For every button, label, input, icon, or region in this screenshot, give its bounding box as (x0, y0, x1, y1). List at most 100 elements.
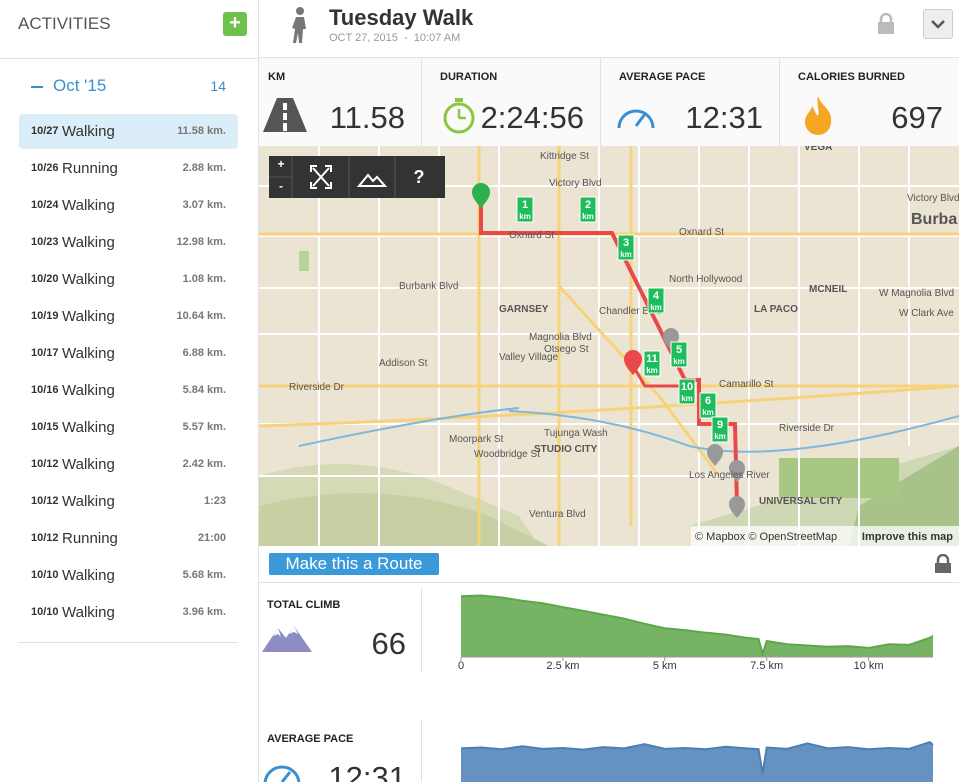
flame-icon (805, 96, 832, 135)
fullscreen-icon[interactable] (310, 165, 332, 189)
map-label: Woodbridge St (474, 449, 540, 460)
improve-map-link[interactable]: Improve this map (862, 531, 953, 543)
map-label: Moorpark St (449, 434, 504, 445)
map[interactable]: Kittridge St Victory Blvd Oxnard St Oxnard … (259, 146, 959, 546)
map-label: GARNSEY (499, 304, 549, 315)
activity-type: Running (62, 530, 118, 547)
km-marker (516, 196, 534, 223)
activity-date: 10/12 (31, 458, 59, 470)
map-control[interactable]: ? (414, 167, 425, 187)
stats-bar: KM 11.58 DURATION 2:24:56 AVERAGE PACE 12:31 C… (259, 58, 959, 146)
activity-type: Walking (62, 271, 115, 288)
pace-label: AVERAGE PACE (267, 733, 354, 745)
climb-value: 66 (371, 626, 406, 661)
map-label: Los Angeles River (689, 470, 770, 481)
map-label: Victory Blvd (549, 178, 602, 189)
stat-label: CALORIES BURNED (798, 71, 905, 83)
map-label: LA PACO (754, 304, 798, 315)
activity-value: 3.07 km. (182, 199, 226, 211)
divider (421, 588, 422, 672)
map-label: Kittridge St (540, 151, 589, 162)
terrain-icon[interactable] (356, 173, 388, 187)
km-marker (643, 350, 661, 377)
activity-type: Walking (62, 567, 115, 584)
km-marker (699, 392, 717, 419)
map-label: W Clark Ave (899, 308, 954, 319)
map-control[interactable]: + (277, 157, 284, 171)
activity-row[interactable]: 10/19 Walking 10.64 km. (19, 299, 238, 334)
activity-date: OCT 27, 2015 - 10:07 AM (329, 32, 461, 44)
activity-row[interactable]: 10/10 Walking 5.68 km. (19, 558, 238, 593)
map-controls (269, 156, 445, 198)
sidebar-title: ACTIVITIES (18, 14, 111, 33)
activity-value: 5.68 km. (182, 569, 226, 581)
activity-row[interactable]: 10/12 Walking 2.42 km. (19, 447, 238, 482)
km-marker (617, 234, 635, 261)
menu-button[interactable] (923, 9, 953, 39)
activity-row[interactable]: 10/12 Walking 1:23 (19, 484, 238, 519)
divider (421, 58, 422, 146)
activity-row[interactable]: 10/17 Walking 6.88 km. (19, 336, 238, 371)
activity-row[interactable]: 10/23 Walking 12.98 km. (19, 225, 238, 260)
activity-date: 10/16 (31, 384, 59, 396)
activity-date: 10/10 (31, 606, 59, 618)
map-label: STUDIO CITY (534, 444, 598, 455)
map-label: VEGA (804, 146, 832, 153)
activity-date: 10/19 (31, 310, 59, 322)
activity-value: 5.57 km. (182, 421, 226, 433)
add-button[interactable]: + (223, 12, 247, 36)
divider (259, 582, 959, 583)
map-label: Burbank Blvd (399, 281, 458, 292)
activity-row[interactable]: 10/12 Running 21:00 (19, 521, 238, 556)
map-label: Riverside Dr (779, 423, 835, 434)
collapse-icon[interactable] (31, 86, 43, 88)
lock-icon[interactable] (934, 554, 952, 574)
km-marker-unit: km (582, 212, 594, 221)
area-line (460, 594, 934, 658)
stat-label: KM (268, 71, 286, 83)
walk-icon (292, 7, 306, 43)
activity-row[interactable]: 10/26 Running 2.88 km. (19, 151, 238, 186)
activity-row[interactable]: 10/20 Walking 1.08 km. (19, 262, 238, 297)
header: Tuesday Walk OCT 27, 2015 - 10:07 AM (259, 0, 959, 58)
map-label: Magnolia Blvd (529, 332, 592, 343)
km-marker-unit: km (650, 303, 662, 312)
lock-icon[interactable] (876, 12, 896, 36)
map-label: Valley Village (499, 352, 559, 363)
route-button[interactable]: Make this a Route (269, 553, 439, 575)
activity-date: 10/23 (31, 236, 59, 248)
km-marker-unit: km (673, 357, 685, 366)
area-line (460, 740, 934, 774)
stat-value: 11.58 (329, 100, 405, 135)
sidebar: ACTIVITIES + Oct '15 14 10/27 Walking 11.5… (0, 0, 259, 782)
elevation-chart: 0 2.5 km 5 km 7.5 km 10 km (458, 594, 934, 672)
map-label: Burba (911, 211, 957, 228)
area-fill (461, 742, 933, 782)
x-tick-label: 10 km (854, 660, 884, 672)
activity-type: Walking (62, 382, 115, 399)
stat-value: 12:31 (685, 100, 763, 135)
month-label[interactable]: Oct '15 (53, 76, 107, 95)
stat-value: 697 (891, 100, 943, 135)
activity-row[interactable]: 10/10 Walking 3.96 km. (19, 595, 238, 630)
activity-row[interactable]: 10/27 Walking 11.58 km. (19, 114, 238, 149)
activity-title: Tuesday Walk (329, 5, 474, 30)
stat-label: AVERAGE PACE (619, 71, 706, 83)
activity-row[interactable]: 10/15 Walking 5.57 km. (19, 410, 238, 445)
activity-type: Walking (62, 419, 115, 436)
km-marker (711, 416, 729, 443)
km-marker-unit: km (620, 250, 632, 259)
road-icon (263, 98, 307, 132)
activity-type: Walking (62, 197, 115, 214)
activity-row[interactable]: 10/24 Walking 3.07 km. (19, 188, 238, 223)
activity-row[interactable]: 10/16 Walking 5.84 km. (19, 373, 238, 408)
map-label: Victory Blvd (907, 193, 959, 204)
map-control[interactable]: - (279, 179, 283, 193)
map-label: Otsego St (544, 344, 589, 355)
map-label: North Hollywood (669, 274, 742, 285)
climb-label: TOTAL CLIMB (267, 599, 341, 611)
km-marker-number: 11 (646, 353, 658, 365)
activity-type: Running (62, 160, 118, 177)
activity-type: Walking (62, 456, 115, 473)
